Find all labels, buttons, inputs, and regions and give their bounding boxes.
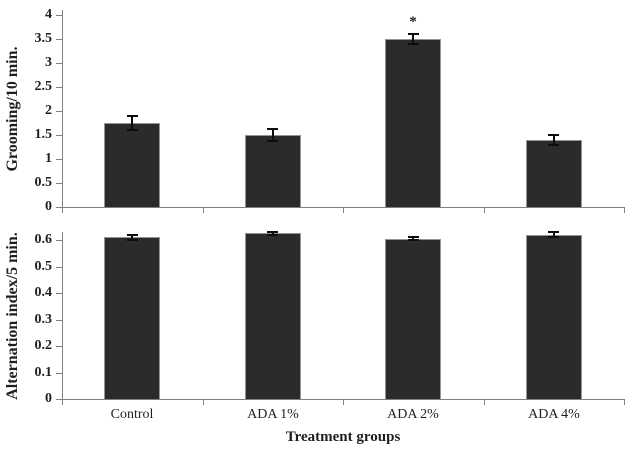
top-x-tick — [343, 208, 344, 213]
top-y-tick-label: 0 — [45, 199, 52, 214]
top-y-axis-line — [62, 10, 63, 208]
bottom-x-tick — [343, 400, 344, 405]
bottom-y-tick — [56, 293, 62, 294]
top-y-tick-label: 1 — [45, 151, 52, 166]
top-y-tick-label: 2 — [45, 103, 52, 118]
bottom-x-tick — [203, 400, 204, 405]
bottom-x-tick — [62, 400, 63, 405]
top-y-tick — [56, 63, 62, 64]
top-x-tick — [203, 208, 204, 213]
bottom-error-bar — [412, 237, 414, 240]
bottom-y-tick-label: 0.6 — [34, 232, 53, 247]
top-error-bar — [412, 34, 414, 44]
top-y-tick — [56, 111, 62, 112]
category-label-ada-4-: ADA 4% — [528, 407, 580, 422]
bottom-y-tick — [56, 399, 62, 400]
bottom-x-tick — [484, 400, 485, 405]
bottom-x-tick — [624, 400, 625, 405]
top-y-tick-label: 4 — [45, 7, 52, 22]
top-error-cap-bottom — [127, 129, 138, 131]
bottom-error-bar — [553, 232, 555, 237]
top-y-tick — [56, 15, 62, 16]
top-bar-control — [104, 123, 160, 207]
bottom-y-tick-label: 0.4 — [34, 285, 53, 300]
bottom-y-tick-label: 0.1 — [34, 365, 53, 380]
top-y-tick-label: 2.5 — [34, 79, 53, 94]
bottom-bar-ada-1- — [245, 233, 301, 399]
category-label-ada-2-: ADA 2% — [387, 407, 439, 422]
top-error-cap-top — [408, 33, 419, 35]
bottom-y-axis-line — [62, 232, 63, 400]
top-error-bar — [131, 116, 133, 130]
bottom-y-tick-label: 0.5 — [34, 259, 53, 274]
top-y-tick-label: 3.5 — [34, 31, 53, 46]
bottom-y-tick — [56, 346, 62, 347]
top-y-tick — [56, 39, 62, 40]
top-error-cap-top — [267, 128, 278, 130]
bottom-y-tick — [56, 320, 62, 321]
bottom-error-bar — [131, 235, 133, 240]
bottom-error-cap-bottom — [267, 234, 278, 236]
top-bar-ada-2- — [385, 39, 441, 207]
bottom-y-tick-label: 0.2 — [34, 338, 53, 353]
bottom-y-tick-label: 0 — [45, 391, 52, 406]
top-error-cap-top — [127, 115, 138, 117]
top-y-tick — [56, 135, 62, 136]
top-error-cap-top — [548, 134, 559, 136]
top-bar-ada-4- — [526, 140, 582, 207]
top-x-tick — [624, 208, 625, 213]
top-error-cap-bottom — [408, 43, 419, 45]
bottom-y-tick — [56, 240, 62, 241]
bottom-error-cap-top — [548, 231, 559, 233]
bottom-error-cap-top — [127, 234, 138, 236]
category-label-control: Control — [110, 407, 154, 422]
bottom-error-cap-bottom — [127, 239, 138, 241]
bottom-bar-ada-4- — [526, 235, 582, 399]
bottom-bar-control — [104, 237, 160, 399]
top-x-tick — [484, 208, 485, 213]
top-bar-ada-1- — [245, 135, 301, 207]
bottom-y-tick — [56, 373, 62, 374]
top-error-bar — [272, 129, 274, 141]
significance-star: * — [409, 14, 417, 30]
bottom-error-cap-top — [267, 231, 278, 233]
top-y-tick — [56, 207, 62, 208]
category-label-ada-1-: ADA 1% — [247, 407, 299, 422]
top-x-tick — [62, 208, 63, 213]
top-x-axis-line — [62, 207, 625, 208]
bottom-error-bar — [272, 232, 274, 235]
bottom-error-cap-bottom — [548, 236, 559, 238]
top-y-tick — [56, 183, 62, 184]
top-y-tick-label: 1.5 — [34, 127, 53, 142]
bottom-error-cap-bottom — [408, 239, 419, 241]
top-y-tick-label: 3 — [45, 55, 52, 70]
bottom-error-cap-top — [408, 236, 419, 238]
top-y-tick — [56, 159, 62, 160]
top-error-cap-bottom — [267, 140, 278, 142]
bottom-bar-ada-2- — [385, 239, 441, 399]
top-y-tick — [56, 87, 62, 88]
x-axis-title: Treatment groups — [285, 429, 401, 445]
bottom-x-axis-line — [62, 399, 625, 400]
bottom-y-tick-label: 0.3 — [34, 312, 53, 327]
top-error-bar — [553, 135, 555, 145]
top-error-cap-bottom — [548, 144, 559, 146]
bottom-y-tick — [56, 267, 62, 268]
top-y-tick-label: 0.5 — [34, 175, 53, 190]
